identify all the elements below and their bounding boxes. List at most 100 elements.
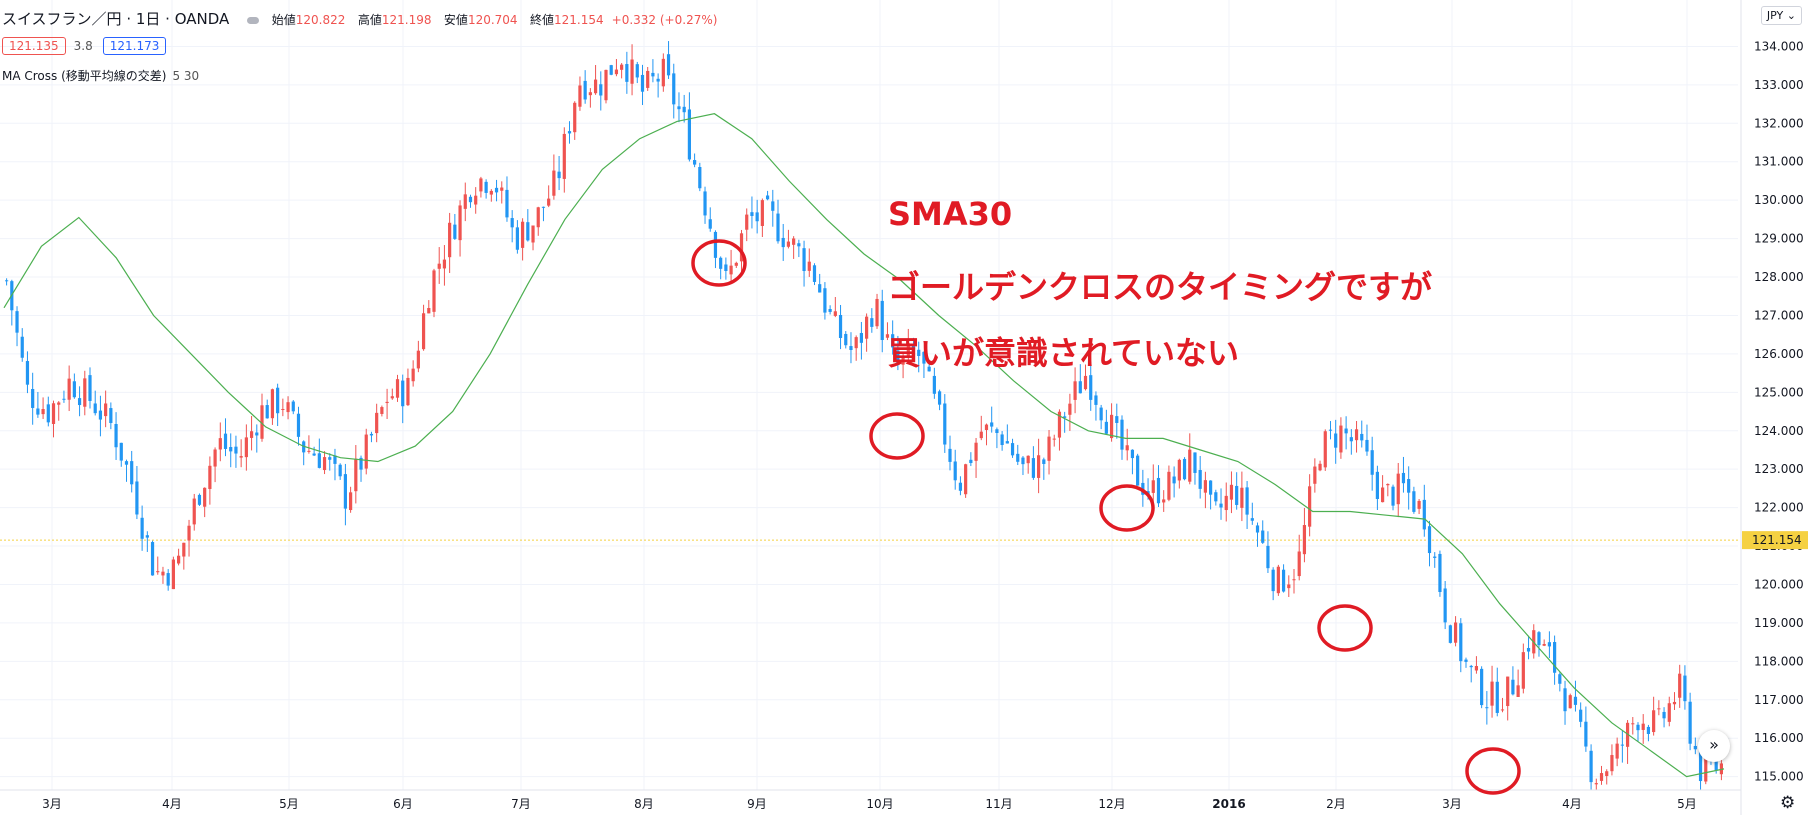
candle-body	[135, 481, 139, 515]
candle-up	[375, 403, 379, 443]
close-value: 121.154	[554, 13, 604, 27]
candle-body	[620, 64, 624, 70]
candle-body	[953, 461, 957, 481]
candle-up	[1568, 693, 1572, 709]
candle-body	[630, 59, 634, 84]
gear-icon[interactable]: ⚙	[1780, 793, 1796, 813]
candle-down	[1412, 486, 1416, 514]
candle-body	[776, 213, 780, 242]
indicator-params: 5 30	[172, 69, 200, 83]
candle-down	[958, 476, 963, 496]
candle-down	[1042, 457, 1046, 480]
candle-down	[328, 453, 332, 471]
candle-up	[218, 422, 222, 462]
candle-body	[1417, 500, 1421, 509]
candle-body	[1240, 487, 1244, 508]
candle-up	[192, 493, 196, 531]
candle-up	[41, 397, 45, 419]
candle-body	[1073, 381, 1077, 400]
candle-body	[1115, 416, 1119, 423]
candle-body	[328, 457, 332, 460]
candle-down	[338, 463, 342, 480]
candle-down	[541, 206, 546, 222]
candle-body	[1506, 676, 1510, 707]
candle-body	[526, 222, 530, 241]
candle-down	[510, 210, 514, 243]
candle-body	[1620, 744, 1624, 746]
buy-button[interactable]: 121.173	[102, 37, 167, 55]
scroll-to-realtime-button[interactable]: »	[1698, 730, 1730, 762]
candle-down	[197, 493, 202, 507]
candle-body	[119, 442, 123, 461]
candle-down	[1261, 520, 1265, 544]
x-tick-label: 2月	[1326, 797, 1346, 811]
candle-down	[15, 306, 19, 347]
candle-body	[979, 431, 983, 439]
sell-button[interactable]: 121.135	[2, 37, 66, 55]
candle-body	[479, 178, 483, 192]
candle-body	[437, 263, 441, 269]
candle-up	[1073, 367, 1077, 414]
candle-body	[150, 542, 155, 576]
candle-down	[343, 463, 347, 526]
candle-down	[1511, 666, 1515, 696]
candle-body	[1667, 703, 1671, 722]
candle-down	[150, 540, 155, 576]
candle-body	[1271, 569, 1275, 592]
candle-body	[145, 535, 149, 538]
candle-body	[401, 380, 405, 407]
candle-up	[1167, 465, 1171, 502]
candle-body	[20, 336, 24, 358]
candle-body	[98, 410, 103, 420]
candle-body	[72, 381, 76, 398]
candle-body	[1704, 751, 1708, 782]
candle-down	[302, 440, 306, 466]
candle-down	[1235, 472, 1239, 510]
candle-up	[83, 370, 87, 416]
candle-down	[1636, 722, 1640, 742]
candle-down	[1360, 420, 1364, 448]
candle-up	[792, 236, 796, 259]
candle-body	[745, 214, 749, 230]
candle-body	[1068, 403, 1072, 415]
candle-body	[1162, 499, 1166, 503]
candle-down	[369, 431, 374, 443]
candle-body	[1558, 674, 1562, 684]
candle-down	[130, 450, 134, 493]
candle-down	[109, 402, 113, 430]
candle-body	[703, 191, 707, 216]
candle-up	[1610, 744, 1614, 776]
candle-down	[1099, 404, 1103, 430]
low-value: 120.704	[467, 13, 518, 27]
y-tick-label: 130.000	[1754, 193, 1804, 207]
candle-down	[1693, 737, 1697, 755]
candle-up	[865, 313, 869, 352]
candle-body	[880, 300, 884, 341]
candle-down	[896, 335, 900, 371]
candle-body	[1386, 483, 1390, 486]
high-label: 高値	[357, 13, 382, 27]
candle-body	[380, 407, 384, 414]
y-tick-label: 131.000	[1754, 155, 1804, 169]
symbol-title[interactable]: スイスフラン／円 · 1日 · OANDA	[2, 10, 230, 28]
candle-body	[223, 433, 228, 449]
candle-body	[489, 190, 493, 195]
currency-button[interactable]: JPY ⌄	[1760, 6, 1802, 25]
x-tick-label: 9月	[747, 797, 767, 811]
candle-down	[1662, 707, 1666, 728]
candle-up	[1302, 508, 1307, 563]
candle-up	[974, 437, 978, 478]
candle-body	[593, 79, 598, 94]
candle-body	[1500, 709, 1505, 711]
candle-down	[119, 442, 123, 467]
candle-down	[62, 390, 66, 403]
candle-down	[1172, 466, 1176, 498]
candle-body	[943, 403, 947, 445]
candle-body	[823, 288, 827, 313]
indicator-legend[interactable]: MA Cross (移動平均線の交差) 5 30	[2, 67, 199, 84]
candle-body	[1172, 476, 1176, 484]
candle-down	[953, 449, 957, 490]
candle-body	[1672, 701, 1677, 705]
collapse-icon[interactable]	[247, 16, 260, 24]
